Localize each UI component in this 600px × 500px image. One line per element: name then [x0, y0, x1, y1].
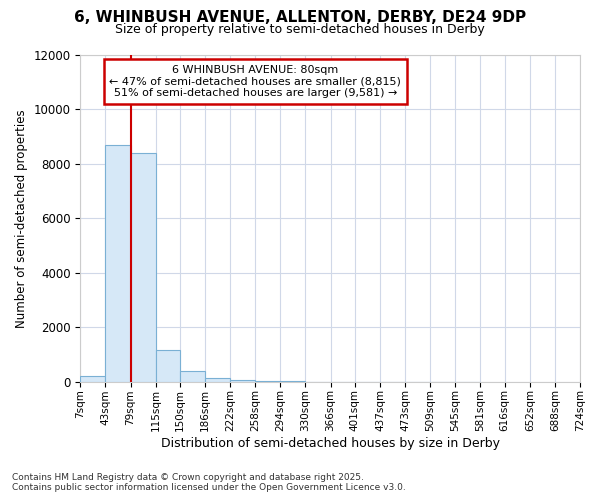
- Bar: [255, 381, 280, 382]
- Bar: [106, 145, 131, 382]
- Bar: [155, 350, 180, 382]
- Bar: [180, 372, 205, 382]
- Text: 6 WHINBUSH AVENUE: 80sqm
← 47% of semi-detached houses are smaller (8,815)
51% o: 6 WHINBUSH AVENUE: 80sqm ← 47% of semi-d…: [109, 65, 401, 98]
- X-axis label: Distribution of semi-detached houses by size in Derby: Distribution of semi-detached houses by …: [161, 437, 500, 450]
- Bar: [205, 378, 230, 382]
- Text: Contains HM Land Registry data © Crown copyright and database right 2025.
Contai: Contains HM Land Registry data © Crown c…: [12, 473, 406, 492]
- Y-axis label: Number of semi-detached properties: Number of semi-detached properties: [15, 109, 28, 328]
- Bar: [230, 380, 255, 382]
- Text: Size of property relative to semi-detached houses in Derby: Size of property relative to semi-detach…: [115, 22, 485, 36]
- Text: 6, WHINBUSH AVENUE, ALLENTON, DERBY, DE24 9DP: 6, WHINBUSH AVENUE, ALLENTON, DERBY, DE2…: [74, 10, 526, 25]
- Bar: [80, 376, 106, 382]
- Bar: [131, 153, 155, 382]
